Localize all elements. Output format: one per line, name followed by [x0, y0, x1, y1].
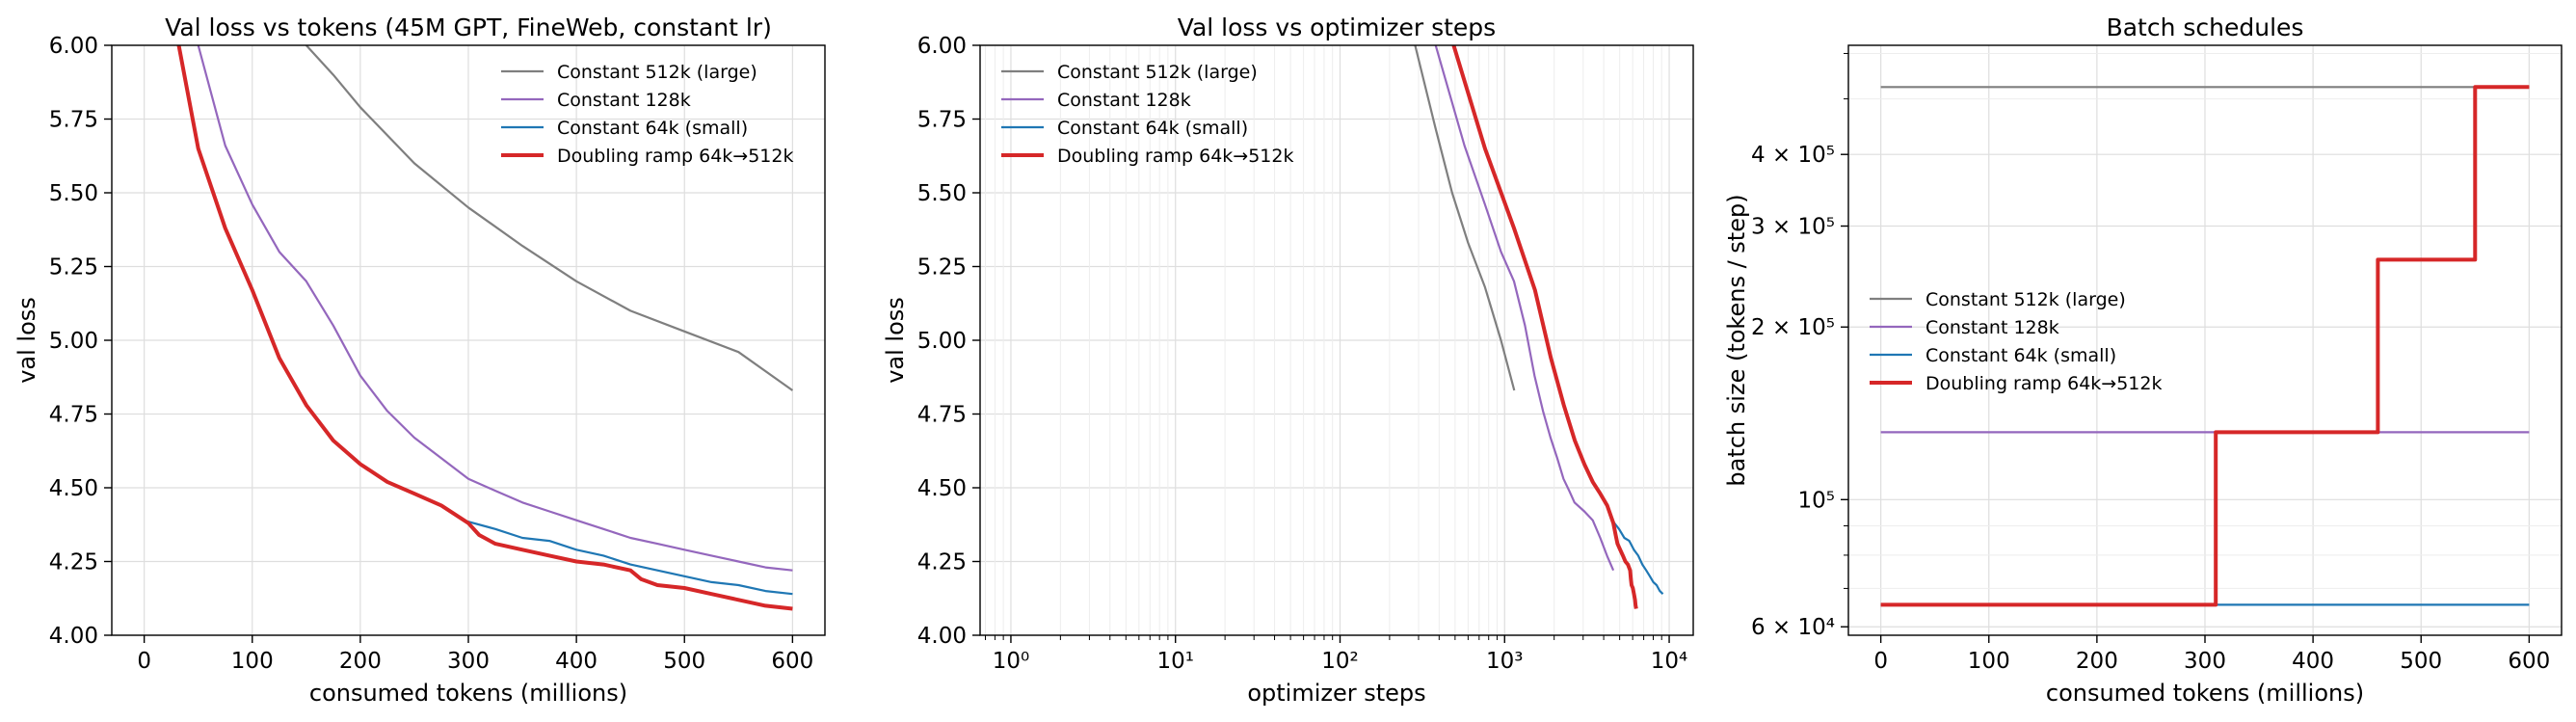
legend-label: Constant 64k (small) — [1057, 118, 1248, 139]
x-axis-label: consumed tokens (millions) — [2046, 680, 2364, 707]
series-line-2 — [1434, 45, 1615, 572]
y-tick-label: 4.00 — [917, 624, 967, 649]
legend-label: Constant 64k (small) — [1925, 345, 2116, 366]
x-tick-label: 100 — [231, 649, 274, 674]
legend-label: Constant 128k — [1057, 90, 1191, 111]
x-tick-label: 500 — [663, 649, 705, 674]
legend: Constant 512k (large) Constant 128k Consta… — [1870, 289, 2163, 394]
series-line-4 — [1451, 45, 1638, 609]
x-tick-label: 200 — [2076, 649, 2118, 674]
y-axis-label: val loss — [882, 297, 909, 384]
series-line-2 — [197, 45, 793, 572]
chart-title: Val loss vs tokens (45M GPT, FineWeb, co… — [165, 13, 772, 41]
y-tick-label: 5.00 — [49, 329, 98, 354]
y-tick-label: 4.00 — [49, 624, 98, 649]
y-tick-label: 5.00 — [917, 329, 967, 354]
y-axis-label: val loss — [13, 297, 40, 384]
series-line-4 — [176, 45, 793, 611]
chart-panel-3: 0 100 200 300 400 500 600 6 × 10⁴ 10⁵ 2 × 10⁵ 3 × … — [1723, 13, 2563, 707]
y-tick-label: 4 × 10⁵ — [1751, 143, 1835, 168]
legend-label: Constant 512k (large) — [1925, 289, 2126, 310]
y-tick-label: 4.50 — [49, 476, 98, 501]
x-tick-label: 300 — [2184, 649, 2226, 674]
x-tick-label: 600 — [2508, 649, 2550, 674]
x-tick-label: 400 — [555, 649, 598, 674]
x-tick-label: 100 — [1968, 649, 2010, 674]
x-tick-label: 10² — [1321, 649, 1359, 674]
legend-label: Doubling ramp 64k→512k — [1925, 373, 2163, 394]
y-tick-label: 5.50 — [917, 181, 967, 206]
series-line-3 — [463, 519, 793, 596]
y-tick-label: 4.75 — [49, 403, 98, 428]
chart-panel-2: 10⁰ 10¹ 10² 10³ 10⁴ 4.00 4.25 4.50 4.75 5.00 5.25 5… — [882, 13, 1694, 707]
x-tick-label: 600 — [771, 649, 813, 674]
chart-title: Batch schedules — [2107, 13, 2304, 41]
chart-panel-1: 0 100 200 300 400 500 600 4.00 4.25 4.50 4.75 5.00 5… — [13, 13, 826, 707]
y-tick-label: 6 × 10⁴ — [1751, 615, 1835, 640]
x-tick-label: 10¹ — [1156, 649, 1194, 674]
series-line-1 — [305, 45, 794, 391]
y-tick-label: 5.25 — [49, 255, 98, 281]
x-axis-label: optimizer steps — [1247, 680, 1425, 707]
grid-lines — [112, 44, 825, 636]
y-axis-label: batch size (tokens / step) — [1723, 194, 1750, 486]
legend-label: Constant 512k (large) — [1057, 62, 1258, 83]
y-tick-label: 4.25 — [917, 550, 967, 575]
series-line-1 — [1414, 45, 1516, 391]
y-tick-label: 4.25 — [49, 550, 98, 575]
y-tick-label: 2 × 10⁵ — [1751, 315, 1835, 340]
series-line-4 — [1880, 85, 2530, 607]
series-group — [1414, 45, 1664, 609]
series-group — [1880, 85, 2530, 607]
y-tick-label: 5.75 — [49, 108, 98, 133]
y-tick-label: 10⁵ — [1798, 488, 1836, 513]
legend-label: Constant 128k — [1925, 317, 2059, 338]
y-tick-label: 6.00 — [917, 34, 967, 59]
legend-label: Doubling ramp 64k→512k — [1057, 146, 1294, 167]
legend: Constant 512k (large) Constant 128k Consta… — [1001, 62, 1294, 167]
legend-label: Constant 128k — [557, 90, 691, 111]
y-tick-label: 4.75 — [917, 403, 967, 428]
legend-label: Doubling ramp 64k→512k — [557, 146, 794, 167]
chart-title: Val loss vs optimizer steps — [1178, 13, 1496, 41]
x-tick-label: 10⁴ — [1651, 649, 1688, 674]
x-tick-label: 400 — [2292, 649, 2334, 674]
x-tick-label: 0 — [1873, 649, 1888, 674]
y-tick-label: 3 × 10⁵ — [1751, 215, 1835, 240]
legend-label: Constant 512k (large) — [557, 62, 757, 83]
x-tick-label: 10³ — [1486, 649, 1524, 674]
x-tick-label: 0 — [137, 649, 151, 674]
y-tick-label: 5.50 — [49, 181, 98, 206]
x-tick-label: 300 — [447, 649, 490, 674]
x-tick-label: 10⁰ — [993, 649, 1030, 674]
legend: Constant 512k (large) Constant 128k Consta… — [501, 62, 794, 167]
y-tick-label: 5.75 — [917, 108, 967, 133]
grid-lines — [1844, 45, 2562, 635]
x-axis-label: consumed tokens (millions) — [309, 680, 627, 707]
legend-label: Constant 64k (small) — [557, 118, 748, 139]
x-tick-label: 500 — [2400, 649, 2442, 674]
series-group — [176, 45, 794, 611]
x-tick-label: 200 — [339, 649, 382, 674]
series-line-3 — [1610, 520, 1664, 595]
y-tick-label: 4.50 — [917, 476, 967, 501]
y-tick-label: 5.25 — [917, 255, 967, 281]
y-tick-label: 6.00 — [49, 34, 98, 59]
